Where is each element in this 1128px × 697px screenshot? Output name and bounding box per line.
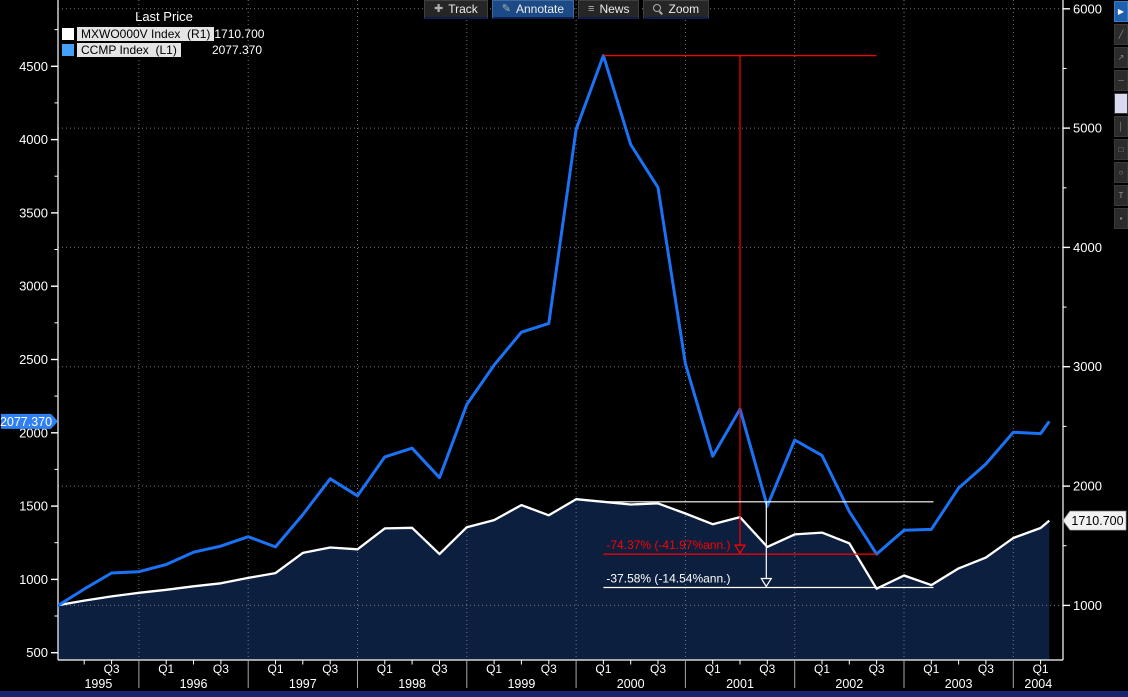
ccmp-swatch (62, 44, 74, 56)
quarter-label: Q1 (158, 662, 174, 676)
left-axis-tick-label: 2500 (19, 352, 48, 367)
left-axis-tick-label: 3500 (19, 205, 48, 220)
right-axis-tick-label: 2000 (1073, 479, 1102, 494)
pointer-tool-button[interactable]: ▶ (1114, 1, 1128, 22)
year-label: 2003 (945, 677, 973, 691)
quarter-label: Q1 (267, 662, 283, 676)
year-label: 2002 (835, 677, 863, 691)
window-bottom-bar (0, 691, 1128, 697)
ccmp-axis-tag: 2077.370 (0, 413, 58, 429)
mxwo-last-price: 1710.700 (214, 27, 265, 41)
axes (57, 0, 1064, 661)
arrow-tool-button[interactable]: ↗ (1114, 47, 1128, 68)
news-label: News (599, 2, 630, 16)
color-swatch-tool-button[interactable] (1114, 93, 1128, 114)
left-axis-ticks: 500 1000 1500 2000 2500 3000 3500 4000 4500 (19, 29, 58, 660)
trend-line-tool-button[interactable]: ╱ (1114, 24, 1128, 45)
left-axis-tick-label: 1000 (19, 572, 48, 587)
left-axis-tick-label: 3000 (19, 279, 48, 294)
track-button[interactable]: ✚ Track (424, 0, 488, 19)
legend-title: Last Price (135, 9, 193, 24)
mxwo-axis-tag-bg (1062, 510, 1127, 531)
quarter-label: Q3 (650, 662, 666, 676)
ellipse-tool-button[interactable]: ○ (1114, 162, 1128, 183)
year-label: 1997 (289, 677, 317, 691)
quarter-label: Q1 (377, 662, 393, 676)
annotation-sidebar: ▶ ╱ ↗ ─ │ □ ○ T ▪ (1114, 1, 1128, 229)
quarter-label: Q3 (104, 662, 120, 676)
year-label: 1999 (507, 677, 535, 691)
track-label: Track (448, 2, 478, 16)
rectangle-tool-button[interactable]: □ (1114, 139, 1128, 160)
left-axis-tick-label: 1500 (19, 499, 48, 514)
mxwo-drawdown-arrow-head (760, 577, 773, 588)
annotate-button[interactable]: ✎ Annotate (491, 0, 575, 19)
ccmp-drawdown-annotation: -74.37% (-41.97%ann.) (603, 54, 877, 555)
zoom-label: Zoom (668, 2, 700, 16)
left-axis-tick-label: 4000 (19, 132, 48, 147)
right-axis-tick-label: 4000 (1073, 240, 1102, 255)
quarter-label: Q1 (595, 662, 611, 676)
ccmp-label: CCMP Index (L1) (77, 43, 181, 57)
legend-row-mxwo[interactable]: MXWO000V Index (R1) 1710.700 (62, 26, 265, 42)
legend: Last Price MXWO000V Index (R1) 1710.700 … (62, 9, 265, 58)
quarter-label: Q1 (923, 662, 939, 676)
ccmp-axis-tag-bg (1, 413, 58, 429)
left-axis-tick-label: 2000 (19, 425, 48, 440)
chart-toolbar: ✚ Track ✎ Annotate ≡ News Zoom (424, 0, 710, 19)
quarter-label: Q1 (1033, 662, 1049, 676)
pencil-icon: ✎ (501, 2, 511, 15)
zoom-button[interactable]: Zoom (643, 0, 710, 19)
news-icon: ≡ (588, 2, 595, 15)
year-label: 2000 (617, 677, 645, 691)
quarter-label: Q1 (486, 662, 502, 676)
quarter-label: Q1 (705, 662, 721, 676)
quarter-label: Q3 (431, 662, 447, 676)
right-axis-ticks: 1000 2000 3000 4000 5000 6000 (1063, 1, 1102, 613)
quarter-label: Q1 (814, 662, 830, 676)
news-button[interactable]: ≡ News (578, 0, 640, 19)
vertical-line-tool-button[interactable]: │ (1114, 116, 1128, 137)
year-label: 1995 (84, 677, 112, 691)
left-axis-tick-label: 4500 (19, 59, 48, 74)
year-label: 2001 (726, 677, 754, 691)
ccmp-drawdown-arrow-head (733, 544, 747, 555)
annotate-label: Annotate (516, 2, 565, 16)
ccmp-line (58, 54, 1051, 608)
mxwo-swatch (62, 28, 74, 40)
mxwo-label: MXWO000V Index (R1) (77, 27, 215, 41)
mxwo-area-fill (58, 499, 1050, 660)
horizontal-line-tool-button[interactable]: ─ (1114, 70, 1128, 91)
mxwo-drawdown-label: -37.58% (-14.54%ann.) (606, 572, 730, 586)
ccmp-drawdown-label: -74.37% (-41.97%ann.) (606, 538, 730, 552)
magnifier-icon (653, 4, 663, 14)
right-axis-tick-label: 6000 (1073, 1, 1102, 16)
text-tool-button[interactable]: T (1114, 185, 1128, 206)
mxwo-axis-tag: 1710.700 (1062, 510, 1127, 531)
eraser-tool-button[interactable]: ▪ (1114, 208, 1128, 229)
right-axis-tick-label: 1000 (1073, 598, 1102, 613)
left-axis-tick-label: 500 (26, 645, 48, 660)
quarter-label: Q3 (541, 662, 557, 676)
quarter-label: Q3 (759, 662, 775, 676)
ccmp-last-price: 2077.370 (211, 43, 262, 57)
ccmp-axis-tag-text: 2077.370 (0, 415, 52, 429)
right-axis-tick-label: 5000 (1073, 121, 1102, 136)
quarter-label: Q3 (322, 662, 338, 676)
mxwo-drawdown-annotation: -37.58% (-14.54%ann.) (603, 501, 934, 589)
quarter-label: Q3 (978, 662, 994, 676)
right-axis-tick-label: 3000 (1073, 359, 1102, 374)
quarter-label: Q3 (213, 662, 229, 676)
mxwo-line (58, 498, 1051, 607)
quarter-label: Q3 (869, 662, 885, 676)
mxwo-axis-tag-text: 1710.700 (1071, 514, 1123, 528)
year-label: 1998 (398, 677, 426, 691)
track-icon: ✚ (434, 2, 444, 15)
legend-row-ccmp[interactable]: CCMP Index (L1) 2077.370 (62, 42, 262, 58)
year-label: 1996 (180, 677, 208, 691)
year-label: 2004 (1024, 677, 1052, 691)
